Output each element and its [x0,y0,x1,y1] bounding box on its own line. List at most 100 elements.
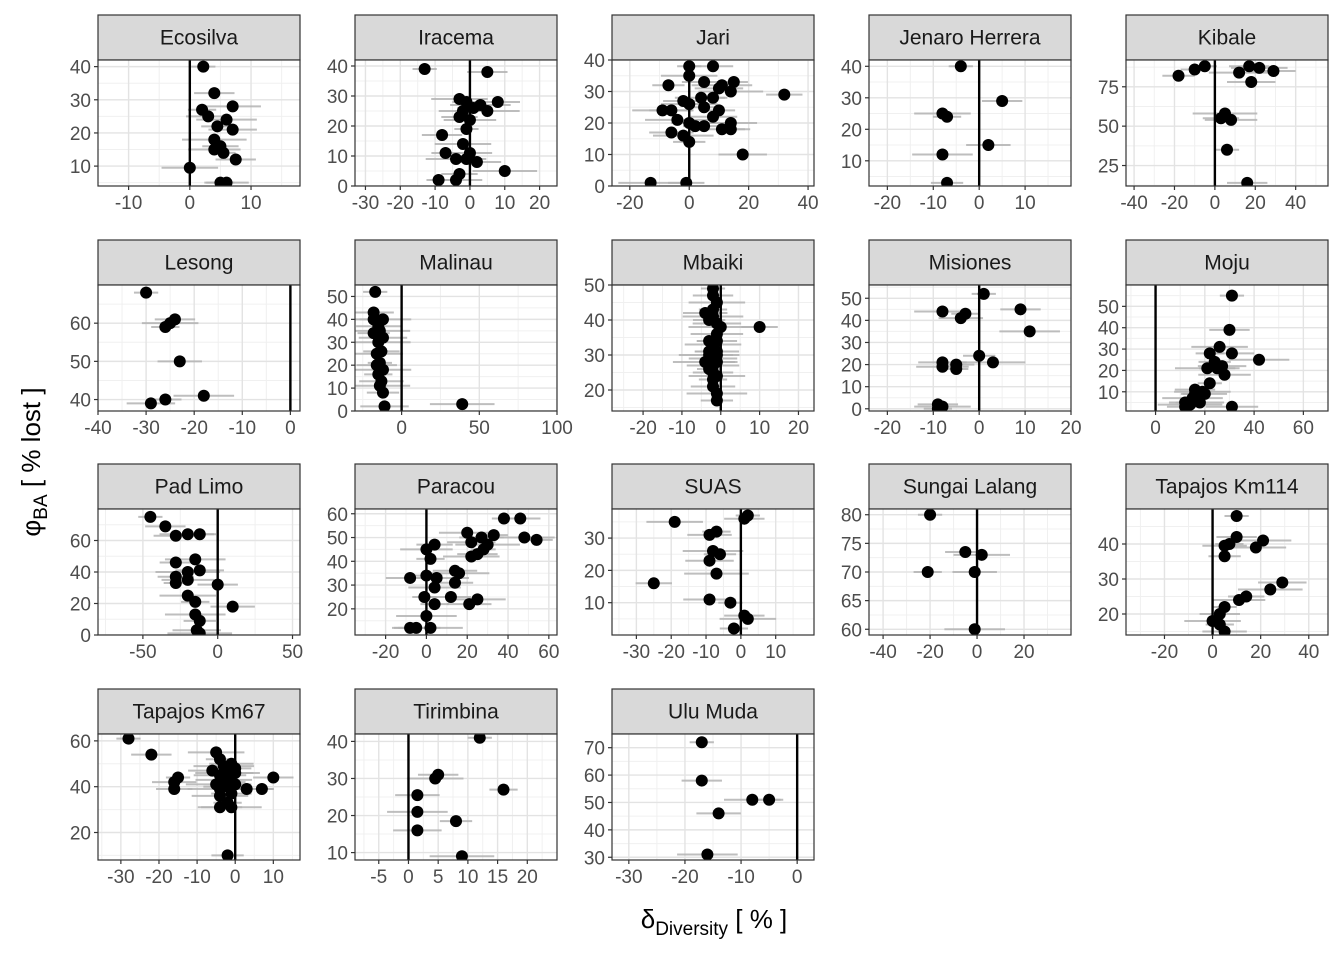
data-point [1243,60,1256,73]
data-point [701,848,714,860]
panel-border [354,59,558,187]
x-tick-label: 20 [517,867,538,888]
y-tick-label: 40 [70,778,91,799]
y-tick-label: 65 [841,592,862,613]
y-tick-label: 10 [1098,383,1119,404]
panel-plot-area [1126,509,1328,635]
data-point [1253,61,1266,74]
y-tick-label: 10 [327,379,348,400]
facet-panel-suas: SUAS -30 -20 -10 0 10 10 20 30 [584,463,815,663]
x-tick-label: -40 [84,418,111,439]
facet-panel-jenaro-herrera: Jenaro Herrera -20 -10 0 10 10 20 30 40 [841,14,1072,214]
data-point [255,782,268,795]
data-point [470,156,483,168]
y-tick-label: 20 [327,600,348,621]
y-tick-label: 30 [1098,340,1119,361]
y-tick-label: 20 [327,117,348,138]
data-point [1172,69,1185,82]
x-tick-label: 10 [263,867,284,888]
data-point [689,120,702,133]
panel-background [869,285,1071,411]
x-tick-label: -50 [129,642,156,663]
strip-background [611,239,815,286]
data-point [229,153,242,166]
x-axis-title-main: δ [641,904,655,934]
data-point [1188,63,1201,76]
data-point [424,552,437,565]
y-tick-label: 40 [1098,319,1119,340]
x-tick-label: 0 [212,642,223,663]
data-point [1198,60,1211,73]
y-tick-label: 20 [327,807,348,828]
strip-label: Tapajos Km67 [132,701,265,724]
data-point [703,554,716,567]
data-point [211,120,224,133]
strip-background [868,14,1072,61]
panel-plot-area [612,734,814,860]
strip-background [868,239,1072,286]
y-tick-label: 60 [327,505,348,526]
panel-plot-area [355,734,557,860]
x-tick-label: -20 [372,642,399,663]
data-point [193,614,206,627]
strip-label: Ecosilva [160,27,239,50]
y-tick-label: 20 [584,381,605,402]
data-point [931,402,944,411]
data-point [430,571,443,584]
y-tick-label: 30 [584,529,605,550]
data-point [497,512,510,525]
data-point [168,782,181,795]
x-tick-label: 10 [749,418,770,439]
y-tick-label: 20 [70,595,91,616]
data-point [181,528,194,541]
data-point [707,60,719,73]
data-point [1225,347,1238,360]
data-point [428,581,441,594]
panel-border [611,284,815,412]
x-tick-label: 0 [230,867,241,888]
strip-label: Mbaiki [683,252,744,275]
data-point [197,389,210,402]
data-point [1249,541,1262,554]
y-tick-label: 60 [841,620,862,641]
data-point [665,126,678,139]
x-tick-label: 60 [1293,418,1314,439]
y-tick-label: 10 [584,146,605,167]
y-tick-label: 40 [327,310,348,331]
y-tick-label: 10 [70,157,91,178]
data-point [656,104,669,117]
panel-border [868,284,1072,412]
data-point [778,88,791,101]
strip-label: Kibale [1198,27,1256,50]
x-axis-title: δDiversity [ % ] [641,904,788,940]
x-tick-label: -20 [874,418,901,439]
x-tick-label: -5 [370,867,387,888]
data-point [1201,362,1214,375]
data-point [213,789,226,802]
data-point [753,321,766,333]
data-point [439,147,452,159]
x-tick-label: -30 [107,867,134,888]
data-point [181,573,194,586]
x-tick-label: 0 [972,642,983,663]
facet-panel-jari: Jari -20 0 20 40 0 10 20 30 40 [584,14,819,214]
data-point [941,176,954,186]
data-point [140,286,153,299]
y-tick-label: 0 [337,402,348,423]
x-tick-label: 0 [285,418,296,439]
panel-plot-area [1126,60,1328,186]
data-point [671,113,684,126]
x-tick-label: 20 [1250,642,1271,663]
data-point [220,113,233,126]
y-tick-label: 20 [841,120,862,141]
y-tick-label: 75 [1098,78,1119,99]
y-tick-label: 0 [851,400,862,421]
x-tick-label: -20 [874,193,901,214]
x-tick-label: 0 [974,193,985,214]
x-tick-label: 15 [487,867,508,888]
x-tick-label: -10 [727,867,754,888]
panel-border [354,284,558,412]
data-point [193,627,206,635]
data-point [144,510,157,523]
